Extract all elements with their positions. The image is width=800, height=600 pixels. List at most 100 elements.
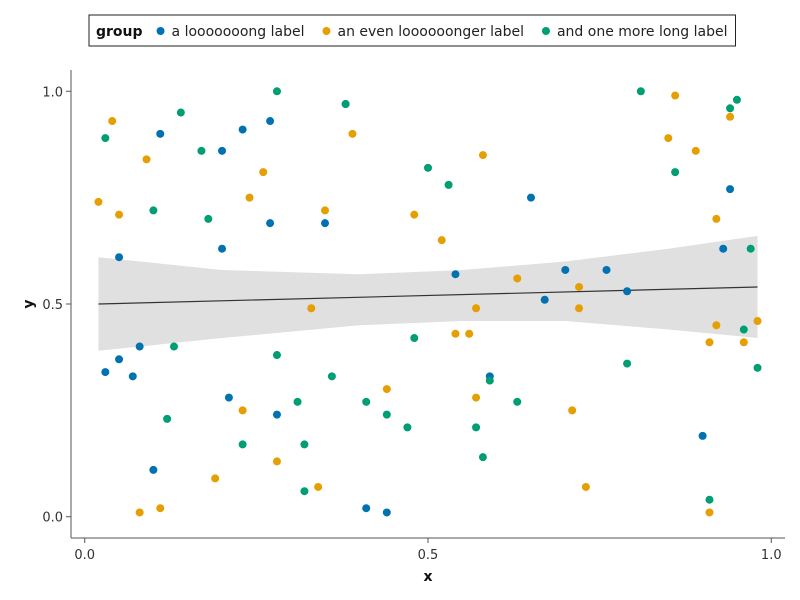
data-point (259, 168, 268, 177)
legend: group a looooooong label an even loooooon… (88, 14, 736, 47)
data-point (636, 87, 645, 96)
data-point (115, 355, 124, 364)
data-point (698, 431, 707, 440)
legend-marker (541, 27, 550, 35)
data-point (238, 125, 247, 134)
data-point (382, 410, 391, 419)
data-point (753, 317, 762, 326)
data-point (218, 146, 227, 155)
data-point (224, 393, 233, 402)
data-point (307, 304, 316, 313)
data-point (478, 453, 487, 462)
data-point (472, 304, 481, 313)
data-point (472, 393, 481, 402)
series-2 (94, 91, 762, 517)
data-point (156, 129, 165, 138)
legend-title: group (96, 24, 143, 40)
data-point (362, 397, 371, 406)
data-point (348, 129, 357, 138)
y-tick-label: 0.5 (42, 298, 63, 313)
data-point (382, 508, 391, 517)
data-point (451, 329, 460, 338)
data-point (739, 325, 748, 334)
data-point (238, 406, 247, 415)
trend-line (98, 286, 758, 305)
data-point (602, 265, 611, 274)
data-point (272, 351, 281, 360)
data-point (238, 440, 247, 449)
data-point (705, 495, 714, 504)
data-point (451, 270, 460, 279)
data-point (169, 342, 178, 351)
data-point (149, 206, 158, 215)
data-point (149, 465, 158, 474)
series-1 (101, 100, 735, 517)
data-point (142, 155, 151, 164)
data-point (293, 397, 302, 406)
data-point (272, 87, 281, 96)
data-point (465, 329, 474, 338)
data-point (163, 414, 172, 423)
data-point (732, 95, 741, 104)
data-point (156, 504, 165, 513)
data-point (362, 504, 371, 513)
data-point (472, 423, 481, 432)
data-point (726, 112, 735, 121)
data-point (176, 108, 185, 117)
data-point (108, 117, 117, 126)
data-point (115, 210, 124, 219)
data-point (266, 219, 275, 228)
data-point (513, 274, 522, 283)
data-point (526, 193, 535, 202)
data-point (664, 134, 673, 143)
x-tick-label: 1.0 (761, 548, 782, 563)
data-point (272, 457, 281, 466)
legend-box (88, 14, 736, 47)
data-point (671, 168, 680, 177)
legend-marker (322, 27, 331, 35)
data-point (753, 363, 762, 372)
data-point (321, 219, 330, 228)
data-point (568, 406, 577, 415)
data-point (705, 338, 714, 347)
x-axis-title: x (423, 569, 432, 585)
data-point (719, 244, 728, 253)
data-point (327, 372, 336, 381)
data-point (691, 146, 700, 155)
data-point (513, 397, 522, 406)
data-point (575, 304, 584, 313)
data-point (410, 210, 419, 219)
x-tick-label: 0.5 (418, 548, 439, 563)
data-point (705, 508, 714, 517)
data-point (197, 146, 206, 155)
data-point (245, 193, 254, 202)
data-point (272, 410, 281, 419)
data-point (739, 338, 748, 347)
data-point (726, 185, 735, 194)
data-point (101, 368, 110, 377)
legend-item-1: a looooooong label (156, 24, 305, 40)
data-point (135, 508, 144, 517)
data-point (266, 117, 275, 126)
data-point (424, 163, 432, 172)
data-point (94, 197, 103, 206)
data-point (444, 180, 453, 189)
data-point (437, 236, 446, 245)
data-point (115, 253, 124, 262)
confidence-band (98, 235, 758, 351)
data-point (128, 372, 137, 381)
data-point (726, 104, 735, 113)
data-point (540, 295, 549, 304)
data-point (485, 376, 494, 385)
data-point (218, 244, 227, 253)
data-point (671, 91, 680, 100)
data-point (712, 214, 721, 223)
legend-label: and one more long label (557, 24, 728, 40)
data-point (403, 423, 412, 432)
data-point (314, 482, 323, 491)
y-tick-label: 0.0 (42, 511, 63, 526)
data-point (581, 482, 590, 491)
data-point (341, 100, 350, 109)
data-point (135, 342, 144, 351)
